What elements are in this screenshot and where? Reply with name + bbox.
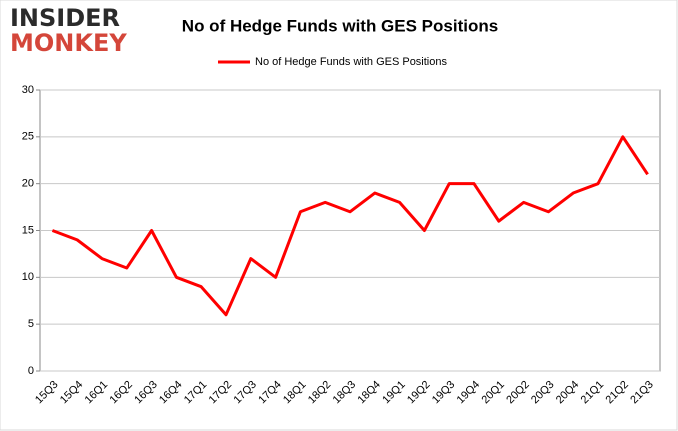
data-line bbox=[51, 135, 649, 317]
legend-label: No of Hedge Funds with GES Positions bbox=[255, 56, 447, 68]
y-tick-label: 5 bbox=[28, 318, 34, 330]
y-tick-label: 20 bbox=[22, 178, 34, 190]
y-tick-label: 15 bbox=[22, 224, 34, 236]
chart-title: No of Hedge Funds with GES Positions bbox=[182, 16, 498, 35]
logo-top: INSIDER bbox=[10, 4, 120, 32]
logo-bottom: MONKEY bbox=[10, 29, 127, 57]
y-tick-label: 30 bbox=[22, 84, 34, 96]
y-tick-label: 25 bbox=[22, 131, 34, 143]
y-tick-label: 10 bbox=[22, 271, 34, 283]
y-tick-label: 0 bbox=[28, 365, 34, 377]
